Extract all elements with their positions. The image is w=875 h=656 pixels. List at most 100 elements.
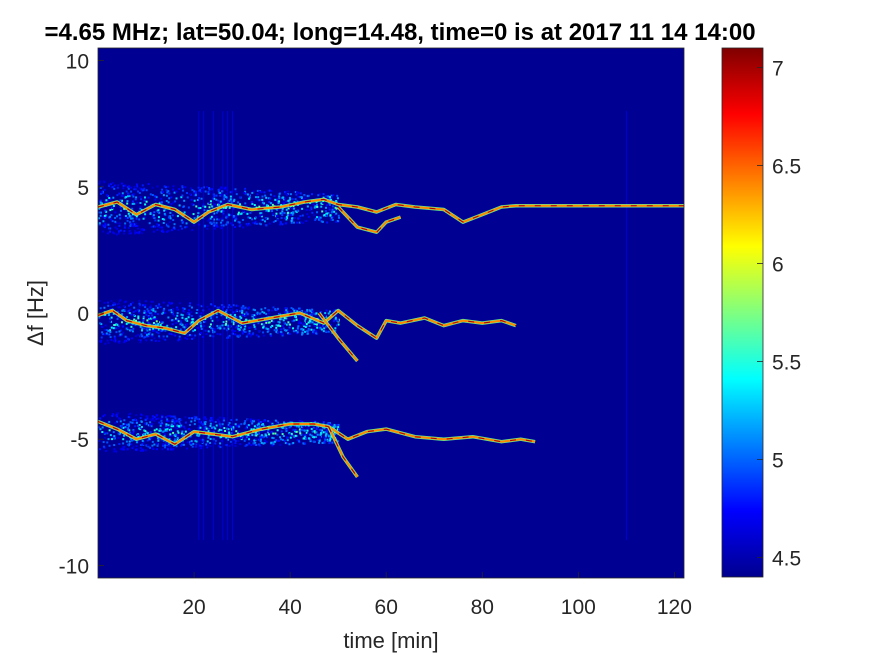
heatmap-cell (169, 444, 172, 447)
heatmap-cell (150, 334, 153, 337)
heatmap-cell (220, 217, 223, 220)
heatmap-cell (142, 443, 145, 446)
heatmap-cell (237, 213, 240, 216)
heatmap-cell (310, 193, 313, 196)
y-tick-label: -5 (70, 429, 89, 452)
heatmap-cell (192, 336, 195, 339)
heatmap-cell (158, 335, 161, 338)
heatmap-cell (130, 186, 133, 189)
heatmap-cell (277, 331, 280, 334)
heatmap-cell (120, 321, 123, 324)
heatmap-cell (149, 304, 152, 307)
heatmap-cell (113, 184, 116, 187)
heatmap-cell (151, 194, 154, 197)
heatmap-cell (281, 438, 284, 441)
heatmap-cell (113, 444, 116, 447)
heatmap-cell (128, 232, 131, 235)
heatmap-cell (311, 211, 314, 214)
heatmap-cell (103, 216, 106, 219)
heatmap-cell (166, 304, 169, 307)
heatmap-cell (259, 223, 262, 226)
heatmap-cell (113, 339, 116, 342)
heatmap-cell (145, 335, 148, 338)
heatmap-cell (234, 188, 237, 191)
heatmap-cell (268, 433, 271, 436)
heatmap-cell (194, 438, 197, 441)
heatmap-cell (159, 429, 162, 432)
heatmap-cell (224, 206, 227, 209)
heatmap-cell (130, 443, 133, 446)
heatmap-cell (131, 323, 134, 326)
heatmap-cell (152, 322, 155, 325)
heatmap-cell (235, 304, 238, 307)
heatmap-cell (229, 198, 232, 201)
heatmap-cell (119, 199, 122, 202)
heatmap-cell (129, 308, 132, 311)
heatmap-cell (319, 436, 322, 439)
heatmap-cell (326, 438, 329, 441)
heatmap-cell (114, 337, 117, 340)
heatmap-cell (200, 444, 203, 447)
heatmap-cell (107, 304, 110, 307)
heatmap-cell (152, 327, 155, 330)
heatmap-cell (285, 216, 288, 219)
heatmap-cell (217, 204, 220, 207)
heatmap-cell (107, 223, 110, 226)
heatmap-cell (163, 212, 166, 215)
heatmap-cell (284, 190, 287, 193)
heatmap-cell (151, 335, 154, 338)
heatmap-cell (126, 327, 129, 330)
heatmap-cell (292, 442, 295, 445)
heatmap-cell (113, 303, 116, 306)
heatmap-cell (298, 221, 301, 224)
heatmap-cell (276, 429, 279, 432)
heatmap-cell (263, 191, 266, 194)
heatmap-cell (110, 186, 113, 189)
heatmap-cell (138, 424, 141, 427)
heatmap-cell (156, 228, 159, 231)
heatmap-cell (129, 221, 132, 224)
heatmap-cell (163, 185, 166, 188)
heatmap-cell (201, 441, 204, 444)
heatmap-cell (296, 191, 299, 194)
heatmap-cell (324, 210, 327, 213)
heatmap-cell (336, 194, 339, 197)
heatmap-cell (224, 214, 227, 217)
heatmap-cell (166, 224, 169, 227)
heatmap-cell (98, 211, 101, 214)
heatmap-cell (207, 444, 210, 447)
heatmap-cell (254, 441, 257, 444)
heatmap-cell (312, 440, 315, 443)
heatmap-cell (251, 434, 254, 437)
heatmap-cell (162, 309, 165, 312)
heatmap-cell (159, 323, 162, 326)
heatmap-cell (181, 221, 184, 224)
heatmap-cell (232, 323, 235, 326)
heatmap-cell (154, 323, 157, 326)
heatmap-cell (289, 425, 292, 428)
heatmap-cell (113, 187, 116, 190)
heatmap-cell (168, 220, 171, 223)
heatmap-cell (116, 194, 119, 197)
heatmap-cell (259, 215, 262, 218)
heatmap-cell (117, 184, 120, 187)
heatmap-cell (298, 428, 301, 431)
heatmap-cell (122, 325, 125, 328)
heatmap-cell (284, 442, 287, 445)
heatmap-cell (168, 429, 171, 432)
heatmap-cell (307, 427, 310, 430)
heatmap-cell (251, 314, 254, 317)
heatmap-cell (190, 193, 193, 196)
heatmap-cell (271, 436, 274, 439)
heatmap-cell (218, 306, 221, 309)
heatmap-cell (136, 231, 139, 234)
heatmap-cell (260, 441, 263, 444)
heatmap-cell (176, 436, 179, 439)
heatmap-cell (116, 215, 119, 218)
heatmap-cell (109, 434, 112, 437)
heatmap-cell (278, 192, 281, 195)
colorbar-tick-label: 7 (772, 58, 784, 81)
heatmap-cell (136, 201, 139, 204)
heatmap-cell (114, 339, 117, 342)
y-tick-label: -10 (59, 555, 89, 578)
